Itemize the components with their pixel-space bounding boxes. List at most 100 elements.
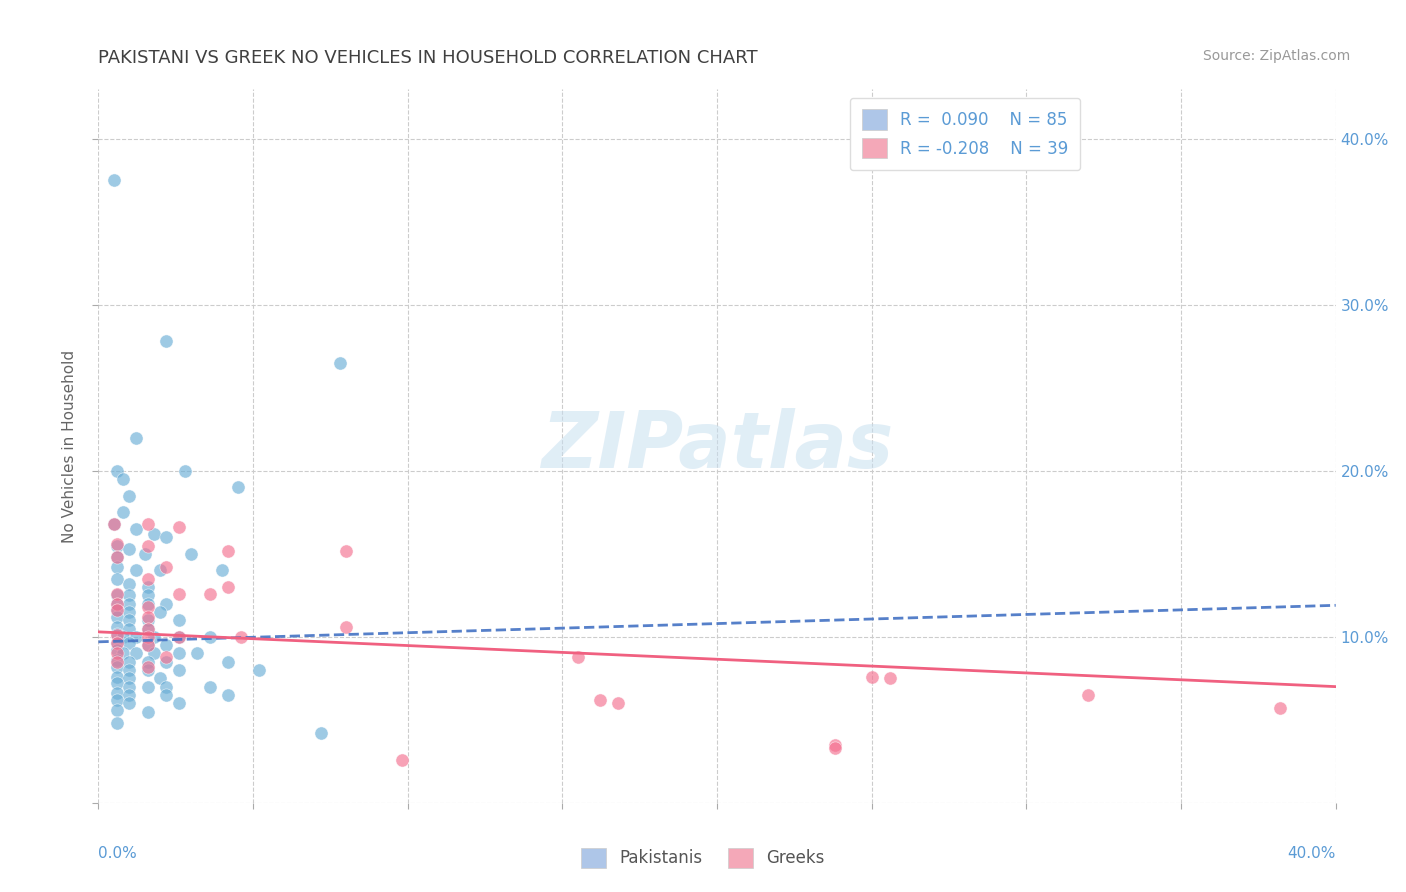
Point — [105, 587, 128, 601]
Point — [136, 610, 159, 624]
Point — [118, 655, 141, 669]
Point — [124, 431, 146, 445]
Point — [105, 686, 128, 700]
Point — [105, 620, 128, 634]
Point — [607, 696, 630, 710]
Legend: Pakistanis, Greeks: Pakistanis, Greeks — [575, 841, 831, 875]
Point — [136, 516, 159, 531]
Point — [136, 638, 159, 652]
Point — [136, 588, 159, 602]
Point — [105, 588, 128, 602]
Point — [118, 541, 141, 556]
Point — [155, 638, 177, 652]
Point — [155, 334, 177, 349]
Point — [105, 464, 128, 478]
Point — [105, 653, 128, 667]
Point — [155, 649, 177, 664]
Point — [198, 680, 221, 694]
Point — [136, 655, 159, 669]
Point — [118, 613, 141, 627]
Point — [112, 630, 135, 644]
Point — [155, 597, 177, 611]
Point — [105, 537, 128, 551]
Point — [136, 599, 159, 614]
Point — [118, 588, 141, 602]
Text: Source: ZipAtlas.com: Source: ZipAtlas.com — [1202, 49, 1350, 63]
Point — [136, 663, 159, 677]
Point — [105, 597, 128, 611]
Point — [155, 530, 177, 544]
Point — [118, 663, 141, 677]
Point — [588, 693, 610, 707]
Point — [136, 622, 159, 636]
Point — [105, 539, 128, 553]
Point — [155, 680, 177, 694]
Point — [112, 505, 135, 519]
Point — [217, 543, 239, 558]
Point — [149, 564, 172, 578]
Point — [105, 647, 128, 661]
Point — [134, 547, 156, 561]
Point — [103, 173, 125, 187]
Point — [103, 516, 125, 531]
Point — [198, 587, 221, 601]
Point — [105, 550, 128, 565]
Point — [124, 630, 146, 644]
Point — [112, 647, 135, 661]
Point — [105, 610, 128, 624]
Point — [118, 671, 141, 685]
Point — [180, 547, 202, 561]
Point — [118, 636, 141, 650]
Point — [118, 696, 141, 710]
Point — [124, 564, 146, 578]
Point — [167, 647, 190, 661]
Point — [136, 680, 159, 694]
Point — [217, 688, 239, 702]
Point — [567, 649, 589, 664]
Point — [1268, 701, 1291, 715]
Point — [335, 543, 357, 558]
Point — [217, 655, 239, 669]
Point — [112, 472, 135, 486]
Legend: R =  0.090    N = 85, R = -0.208    N = 39: R = 0.090 N = 85, R = -0.208 N = 39 — [851, 97, 1080, 169]
Point — [824, 741, 846, 756]
Point — [105, 703, 128, 717]
Point — [105, 676, 128, 690]
Point — [105, 716, 128, 731]
Point — [105, 636, 128, 650]
Point — [105, 626, 128, 640]
Point — [335, 620, 357, 634]
Point — [167, 630, 190, 644]
Point — [136, 613, 159, 627]
Point — [118, 605, 141, 619]
Point — [149, 671, 172, 685]
Point — [105, 597, 128, 611]
Point — [824, 738, 846, 752]
Point — [124, 647, 146, 661]
Text: 0.0%: 0.0% — [98, 846, 138, 861]
Point — [149, 605, 172, 619]
Point — [136, 597, 159, 611]
Point — [136, 539, 159, 553]
Text: ZIPatlas: ZIPatlas — [541, 408, 893, 484]
Point — [105, 636, 128, 650]
Point — [198, 630, 221, 644]
Point — [136, 659, 159, 673]
Point — [167, 696, 190, 710]
Point — [118, 489, 141, 503]
Point — [105, 572, 128, 586]
Point — [118, 680, 141, 694]
Point — [103, 516, 125, 531]
Point — [118, 622, 141, 636]
Point — [136, 638, 159, 652]
Point — [391, 753, 413, 767]
Point — [167, 520, 190, 534]
Point — [174, 464, 197, 478]
Point — [118, 597, 141, 611]
Point — [136, 630, 159, 644]
Point — [105, 655, 128, 669]
Point — [186, 647, 208, 661]
Point — [226, 481, 249, 495]
Point — [105, 643, 128, 657]
Point — [143, 527, 166, 541]
